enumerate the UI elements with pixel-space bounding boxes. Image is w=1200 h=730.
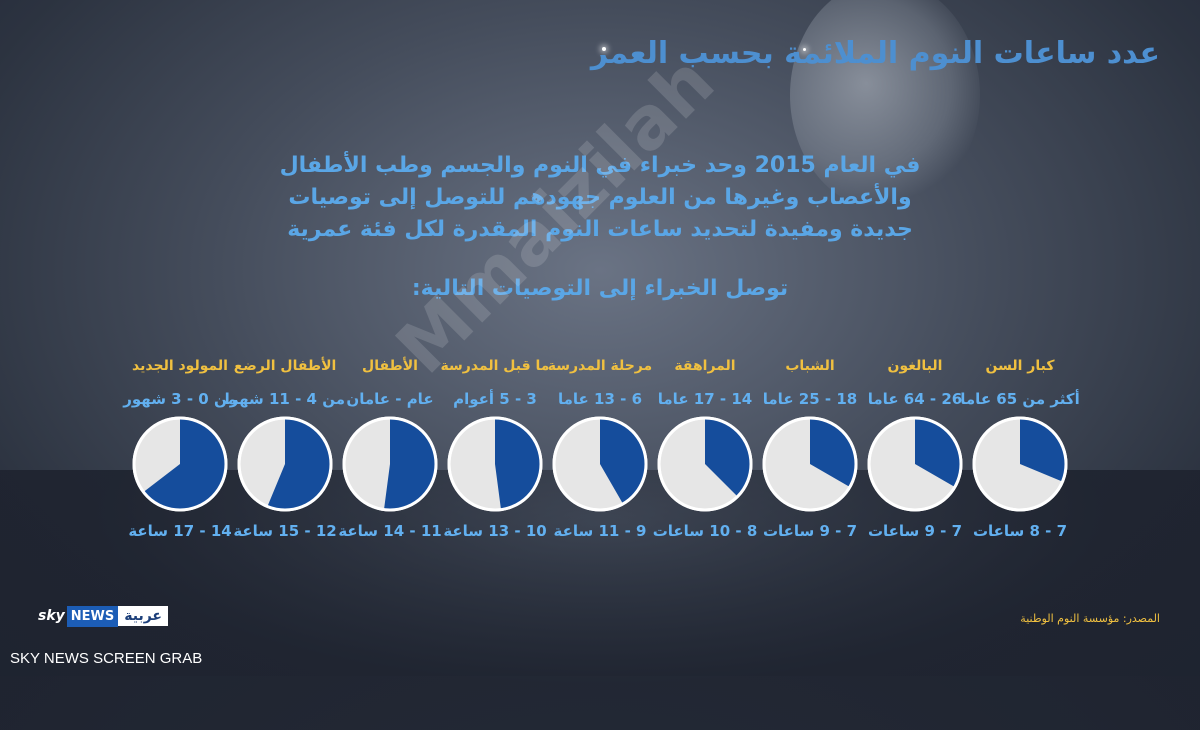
pie-slice-sleep [383,418,437,511]
pie-1 [867,416,963,512]
sleep-hours-label: 11 - 14 ساعة [338,522,442,540]
category-label: الأطفال [362,358,418,374]
pie-3 [657,416,753,512]
pie-outline [867,416,963,512]
logo-sky-text: sky [38,608,65,624]
sleep-hours-label: 7 - 9 ساعات [762,522,858,540]
pie-outline [132,416,228,512]
sleep-hours-label: 9 - 11 ساعة [553,522,647,540]
logo-news-text: NEWS [66,605,119,627]
sleep-hours-label: 10 - 13 ساعة [443,522,547,540]
moon-background [790,0,980,210]
category-label: المولود الجديد [132,358,228,374]
category-label: مرحلة المدرسة [547,358,653,374]
age-range-label: 6 - 13 عاما [557,390,642,408]
sleep-hours-label: 12 - 15 ساعة [233,522,337,540]
pie-slice-sleep [267,418,332,510]
pie-slice-sleep [143,418,227,511]
star-icon [803,48,806,51]
pie-outline [237,416,333,512]
pie-chart-row [132,416,1068,512]
pie-8 [132,416,228,512]
pie-outline [762,416,858,512]
sleep-hours-label: 7 - 8 ساعات [972,522,1068,540]
category-label: الأطفال الرضع [233,358,337,374]
pie-7 [237,416,333,512]
pie-slice-sleep [705,418,751,497]
star-icon [602,47,606,51]
category-label: كبار السن [985,358,1055,374]
source-note: المصدر: مؤسسة النوم الوطنية [1020,612,1160,625]
page-title: عدد ساعات النوم الملائمة بحسب العمر [590,36,1160,71]
pie-4 [552,416,648,512]
category-label: المراهقة [674,358,736,374]
age-range-label: من 4 - 11 شهرا [224,390,345,408]
pie-outline [972,416,1068,512]
age-range-label: 26 - 64 عاما [867,390,963,408]
sleep-hours-label: 8 - 10 ساعات [652,522,758,540]
age-range-label: من 0 - 3 شهور [123,390,237,408]
logo-arabic-text: عربية [118,606,168,626]
pie-outline [342,416,438,512]
age-range-label: أكثر من 65 عاما [960,390,1080,408]
intro-paragraph: في العام 2015 وحد خبراء في النوم والجسم … [270,150,930,246]
intro-line: في العام 2015 وحد خبراء في النوم والجسم … [279,153,921,178]
sleep-hours-label: 14 - 17 ساعة [128,522,232,540]
pie-slice-sleep [495,418,541,510]
pie-slice-sleep [600,418,646,504]
age-range-label: 14 - 17 عاما [657,390,753,408]
age-range-label: عام - عامان [346,390,434,408]
age-range-label: 3 - 5 أعوام [453,390,537,408]
category-label: البالغون [887,358,943,374]
section-subtitle: توصل الخبراء إلى التوصيات التالية: [411,276,789,301]
screen-grab-caption: SKY NEWS SCREEN GRAB [10,650,203,667]
pie-0 [972,416,1068,512]
sleep-hours-label: 7 - 9 ساعات [867,522,963,540]
category-label: ما قبل المدرسة [440,358,550,374]
intro-line: والأعصاب وغيرها من العلوم جهودهم للتوصل … [288,185,912,210]
pie-2 [762,416,858,512]
sky-news-arabia-logo: sky NEWS عربية [38,603,168,629]
pie-outline [447,416,543,512]
pie-6 [342,416,438,512]
pie-5 [447,416,543,512]
category-label: الشباب [785,358,835,374]
pie-outline [657,416,753,512]
age-range-label: 18 - 25 عاما [762,390,858,408]
pie-outline [552,416,648,512]
intro-line: جديدة ومفيدة لتحديد ساعات النوم المقدرة … [287,217,913,242]
